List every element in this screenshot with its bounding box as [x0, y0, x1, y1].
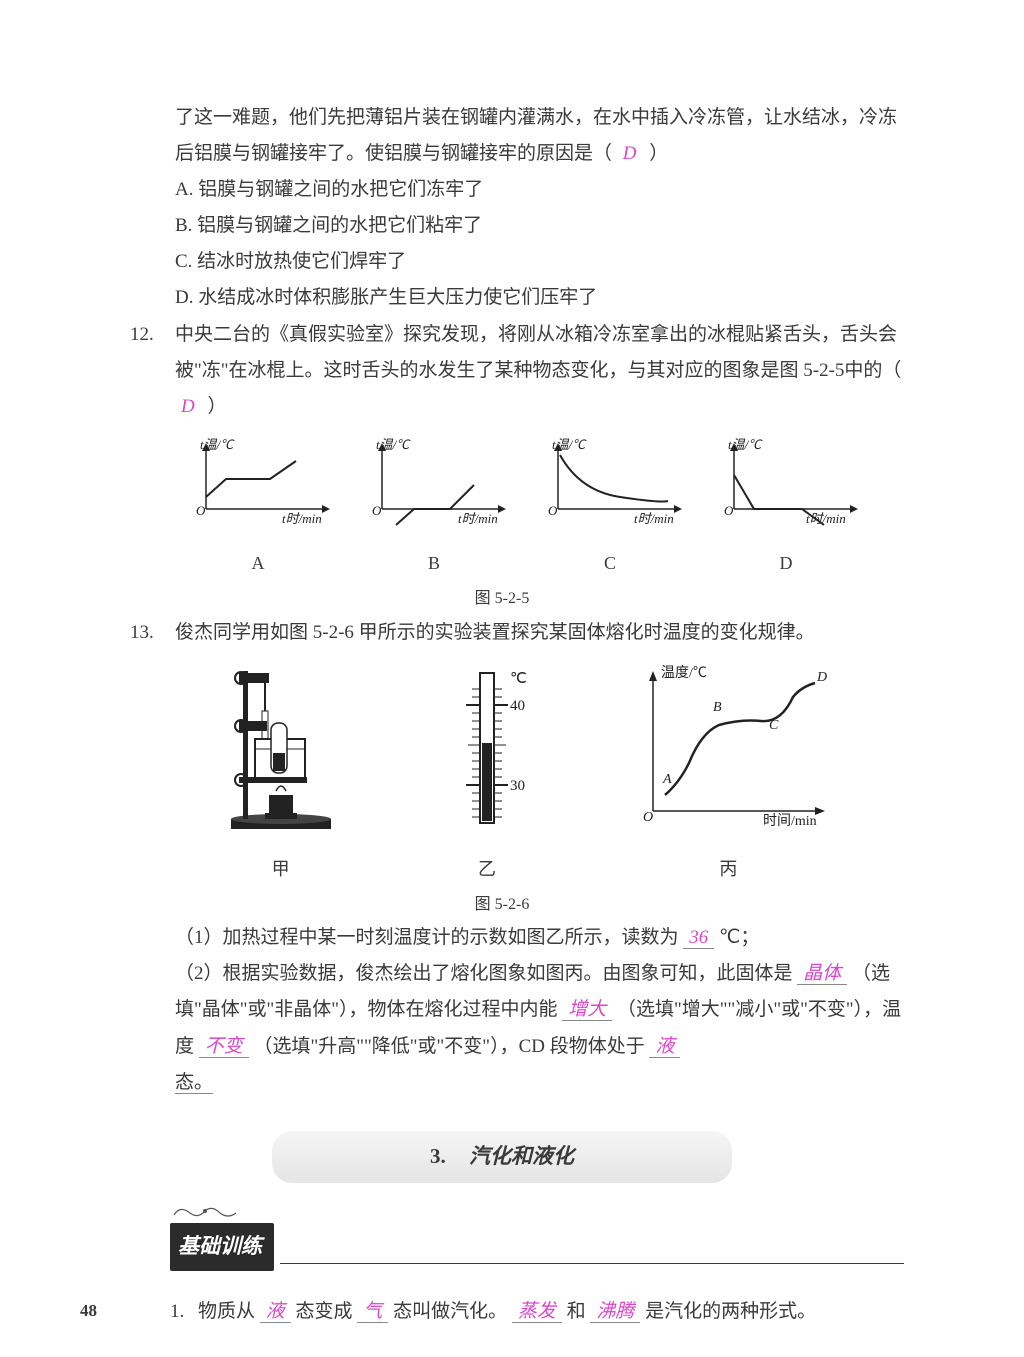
- nq1-post: 是汽化的两种形式。: [645, 1301, 816, 1322]
- section-title: 汽化和液化: [469, 1144, 574, 1168]
- apparatus-svg: [211, 663, 351, 833]
- fig-5-2-5: 图 5-2-5: [90, 584, 914, 614]
- graph-d-origin: O: [724, 503, 734, 518]
- graph-a-xlabel: t时/min: [282, 511, 322, 526]
- label-yi: 乙: [432, 852, 542, 886]
- q12-graphs: t温/℃ O t时/min A t温/℃ O t时/min B t温: [170, 437, 874, 580]
- graph-a-origin: O: [196, 503, 206, 518]
- label-jia: 甲: [211, 852, 351, 886]
- q13-sub2-ans3: 不变: [199, 1036, 249, 1058]
- graph-d-xlabel: t时/min: [806, 511, 846, 526]
- nq1-ans2: 气: [357, 1301, 388, 1323]
- graph-c-origin: O: [548, 503, 558, 518]
- diagram-yi: ℃ 40 30: [432, 663, 542, 886]
- page-number: 48: [80, 1295, 97, 1327]
- diagram-bing: 温度/℃ O 时间/min A B C D 丙: [623, 663, 833, 886]
- bing-ylabel: 温度/℃: [661, 665, 707, 681]
- bing-pt-c: C: [769, 718, 779, 733]
- q13-sub1-pre: （1）加热过程中某一时刻温度计的示数如图乙所示，读数为: [175, 927, 679, 948]
- bing-pt-d: D: [816, 670, 827, 685]
- q11-option-c: C. 结冰时放热使它们焊牢了: [175, 244, 914, 280]
- q13: 13. 俊杰同学用如图 5-2-6 甲所示的实验装置探究某固体熔化时温度的变化规…: [90, 615, 914, 651]
- nq1-mid1: 态变成: [296, 1301, 353, 1322]
- melting-chart-svg: 温度/℃ O 时间/min A B C D: [623, 663, 833, 833]
- q13-diagrams: 甲 ℃ 40 30: [170, 663, 874, 886]
- graph-b-svg: t温/℃ O t时/min: [354, 437, 514, 527]
- q12-text: 中央二台的《真假实验室》探究发现，将刚从冰箱冷冻室拿出的冰棍贴紧舌头，舌头会被"…: [175, 317, 914, 425]
- q12-answer: D: [175, 396, 203, 417]
- q13-sub1: （1）加热过程中某一时刻温度计的示数如图乙所示，读数为 36 ℃；: [175, 920, 914, 956]
- graph-b: t温/℃ O t时/min B: [354, 437, 514, 580]
- diagram-jia: 甲: [211, 663, 351, 886]
- q13-sub2-mid3: （选填"升高""降低"或"不变"），CD 段物体处于: [254, 1036, 645, 1057]
- graph-c-svg: t温/℃ O t时/min: [530, 437, 690, 527]
- bing-xlabel: 时间/min: [763, 813, 817, 829]
- q12-num: 12.: [130, 317, 175, 425]
- q13-sub2-ans2: 增大: [562, 999, 612, 1021]
- q12: 12. 中央二台的《真假实验室》探究发现，将刚从冰箱冷冻室拿出的冰棍贴紧舌头，舌…: [90, 317, 914, 425]
- graph-d: t温/℃ O t时/min D: [706, 437, 866, 580]
- nq1-ans4: 沸腾: [590, 1301, 640, 1323]
- q12-text1: 中央二台的《真假实验室》探究发现，将刚从冰箱冷冻室拿出的冰棍贴紧舌头，舌头会被"…: [175, 324, 901, 381]
- q11-option-d: D. 水结成冰时体积膨胀产生巨大压力使它们压牢了: [175, 280, 914, 316]
- graph-d-label: D: [706, 546, 866, 580]
- nq1-mid2: 态叫做汽化。: [393, 1301, 507, 1322]
- new-q1: 1. 物质从 液 态变成 气 态叫做汽化。 蒸发 和 沸腾 是汽化的两种形式。: [108, 1294, 914, 1330]
- bing-pt-b: B: [713, 700, 722, 715]
- new-q1-num: 1.: [170, 1294, 198, 1330]
- q11-option-b: B. 铝膜与钢罐之间的水把它们粘牢了: [175, 208, 914, 244]
- q11-cont: 了这一难题，他们先把薄铝片装在钢罐内灌满水，在水中插入冷冻管，让水结冰，冷冻后铝…: [175, 100, 914, 172]
- thermometer-svg: ℃ 40 30: [432, 663, 542, 833]
- graph-c: t温/℃ O t时/min C: [530, 437, 690, 580]
- q13-sub1-ans: 36: [683, 927, 714, 949]
- q11-option-a: A. 铝膜与钢罐之间的水把它们冻牢了: [175, 172, 914, 208]
- graph-b-xlabel: t时/min: [458, 511, 498, 526]
- q13-sub2-ans4: 液: [649, 1036, 680, 1058]
- thermo-unit: ℃: [510, 671, 527, 687]
- thermo-30: 30: [510, 778, 525, 794]
- label-bing: 丙: [623, 852, 833, 886]
- graph-c-xlabel: t时/min: [634, 511, 674, 526]
- graph-b-origin: O: [372, 503, 382, 518]
- q11-answer: D: [617, 143, 645, 164]
- q13-num: 13.: [130, 615, 175, 651]
- nq1-mid3: 和: [567, 1301, 586, 1322]
- q13-sub2: （2）根据实验数据，俊杰绘出了熔化图象如图丙。由图象可知，此固体是 晶体 （选填…: [175, 956, 914, 1100]
- jichu-line: [280, 1263, 904, 1264]
- ornament-icon: [170, 1203, 240, 1221]
- graph-a-label: A: [178, 546, 338, 580]
- q13-text: 俊杰同学用如图 5-2-6 甲所示的实验装置探究某固体熔化时温度的变化规律。: [175, 615, 914, 651]
- graph-c-label: C: [530, 546, 690, 580]
- new-q1-text: 物质从 液 态变成 气 态叫做汽化。 蒸发 和 沸腾 是汽化的两种形式。: [198, 1294, 914, 1330]
- fig-5-2-6: 图 5-2-6: [90, 890, 914, 920]
- graph-b-label: B: [354, 546, 514, 580]
- jichu-label: 基础训练: [170, 1223, 274, 1271]
- graph-d-svg: t温/℃ O t时/min: [706, 437, 866, 527]
- q13-sub1-post: ℃；: [719, 927, 759, 948]
- graph-a: t温/℃ O t时/min A: [178, 437, 338, 580]
- nq1-ans3: 蒸发: [512, 1301, 562, 1323]
- q11-text: 了这一难题，他们先把薄铝片装在钢罐内灌满水，在水中插入冷冻管，让水结冰，冷冻后铝…: [175, 107, 897, 164]
- nq1-pre: 物质从: [198, 1301, 255, 1322]
- q13-sub2-post: 态。: [175, 1072, 213, 1094]
- q12-close: ）: [207, 396, 226, 417]
- q11-close: ）: [649, 143, 668, 164]
- nq1-ans1: 液: [260, 1301, 291, 1323]
- jichu-block: 基础训练: [170, 1203, 914, 1264]
- section-num: 3.: [430, 1144, 446, 1168]
- graph-a-svg: t温/℃ O t时/min: [178, 437, 338, 527]
- section-header: 3. 汽化和液化: [272, 1131, 732, 1183]
- q13-sub2-ans1: 晶体: [797, 963, 847, 985]
- thermo-40: 40: [510, 698, 525, 714]
- bing-pt-a: A: [662, 772, 672, 787]
- bing-origin: O: [643, 810, 653, 825]
- q13-sub2-pre: （2）根据实验数据，俊杰绘出了熔化图象如图丙。由图象可知，此固体是: [175, 963, 793, 984]
